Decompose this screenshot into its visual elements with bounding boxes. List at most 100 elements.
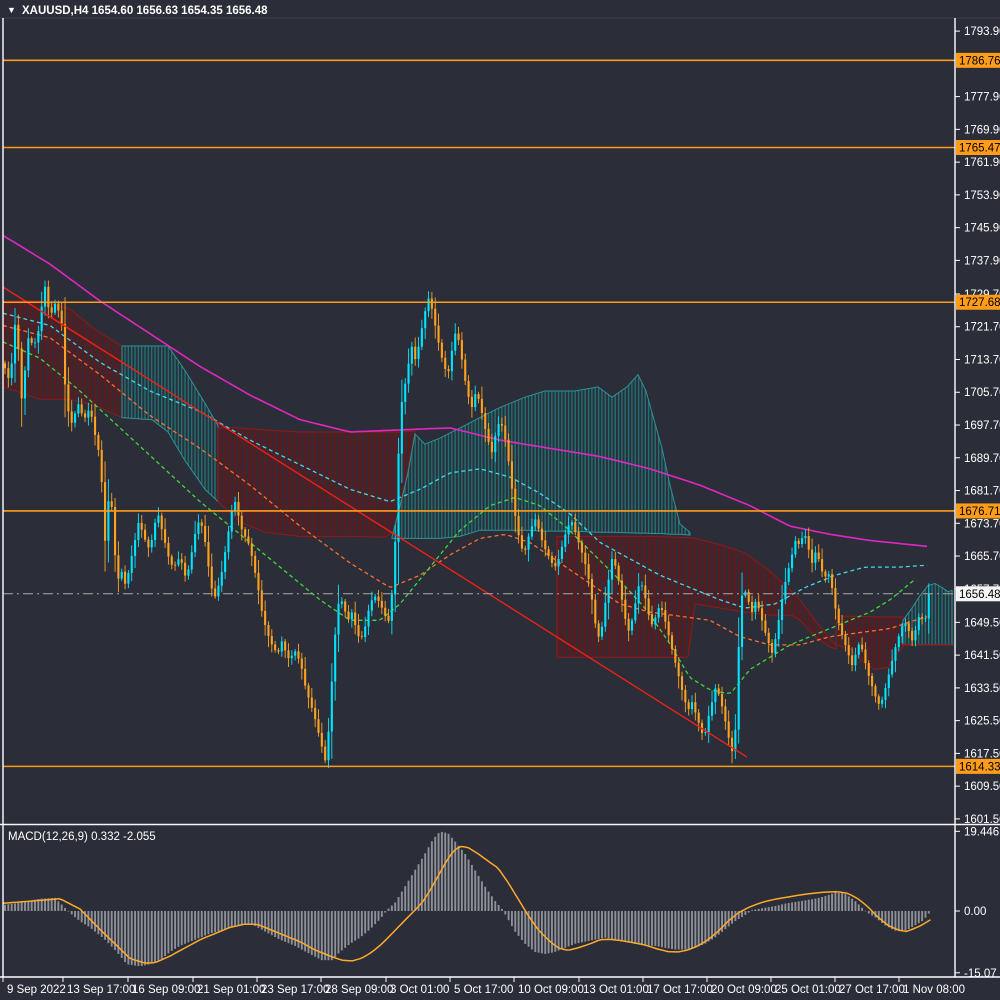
macd-bar <box>761 908 763 912</box>
macd-bar <box>224 911 227 930</box>
price-tick-label: 1649.50 <box>964 617 1000 629</box>
macd-bar <box>834 892 837 912</box>
macd-bar <box>324 911 327 961</box>
symbol-dropdown-icon[interactable]: ▼ <box>7 5 16 15</box>
time-tick-label: 13 Oct 01:00 <box>583 984 649 996</box>
macd-bar <box>257 911 260 928</box>
macd-bar <box>684 911 687 950</box>
macd-bar <box>30 900 33 912</box>
candle-body <box>37 331 40 343</box>
macd-bar <box>841 893 844 912</box>
candle-body <box>887 674 890 689</box>
macd-bar <box>290 911 293 945</box>
price-tick-label: 1769.90 <box>964 124 1000 136</box>
macd-bar <box>544 911 547 954</box>
candle-body <box>657 608 660 618</box>
candle-body <box>130 555 133 573</box>
candle-body <box>917 617 920 631</box>
macd-bar <box>437 833 440 912</box>
macd-bar <box>604 911 607 938</box>
macd-bar <box>764 907 767 912</box>
macd-bar <box>370 911 373 928</box>
macd-bar <box>147 911 150 965</box>
candle-body <box>624 599 627 619</box>
macd-bar <box>847 896 850 912</box>
descending-trendline <box>3 286 748 758</box>
macd-bar <box>894 911 897 931</box>
macd-bar <box>157 911 160 961</box>
candle-body <box>164 529 167 543</box>
candle-body <box>127 572 130 584</box>
macd-bar <box>127 911 130 965</box>
candle-body <box>10 363 13 378</box>
macd-bar <box>374 911 377 925</box>
candle-body <box>13 324 17 364</box>
candle-body <box>284 641 287 651</box>
macd-bar <box>691 911 693 949</box>
macd-bar <box>644 911 647 946</box>
candle-body <box>847 645 850 656</box>
macd-bar <box>550 911 553 953</box>
candle-body <box>330 681 333 732</box>
candle-body <box>897 636 900 648</box>
candle-body <box>354 612 357 626</box>
candle-body <box>517 515 520 536</box>
candle-body <box>204 525 207 543</box>
macd-bar <box>447 833 450 912</box>
candle-body <box>180 559 183 563</box>
macd-bar <box>520 911 523 941</box>
candle-body <box>347 611 350 620</box>
macd-bar <box>194 911 197 940</box>
macd-bar <box>881 911 884 923</box>
macd-bar <box>784 903 787 912</box>
macd-bar <box>340 911 343 951</box>
candle-body <box>737 646 740 730</box>
macd-bar <box>234 911 237 927</box>
candle-body <box>904 623 907 627</box>
level-price-badge-bg <box>956 758 1000 774</box>
macd-bar <box>494 901 497 912</box>
macd-bar <box>110 911 113 947</box>
candle-body <box>120 571 123 579</box>
candle-body <box>547 549 550 557</box>
macd-bar <box>27 901 30 912</box>
macd-bar <box>117 911 120 955</box>
price-tick-label: 1745.90 <box>964 223 1000 235</box>
macd-bar <box>867 911 870 914</box>
macd-bar <box>677 911 680 950</box>
macd-bar <box>567 911 570 947</box>
candle-body <box>747 591 750 603</box>
macd-bar <box>100 911 103 938</box>
macd-bar <box>170 911 173 951</box>
macd-bar <box>791 902 794 912</box>
macd-bar <box>167 911 170 954</box>
candle-body <box>854 654 857 666</box>
time-tick-label: 27 Oct 17:00 <box>839 984 905 996</box>
candle-body <box>177 559 180 565</box>
candle-body <box>230 511 233 532</box>
candle-body <box>891 660 894 675</box>
candle-body <box>43 286 47 307</box>
candle-body <box>184 562 187 576</box>
macd-bar <box>504 911 507 915</box>
macd-bar <box>631 911 633 944</box>
macd-bar <box>20 902 23 912</box>
candle-body <box>824 571 827 577</box>
macd-bar <box>724 911 727 930</box>
macd-bar <box>330 911 333 961</box>
macd-bar <box>270 911 273 936</box>
macd-bar <box>87 911 90 927</box>
candle-body <box>334 634 337 682</box>
cloud-red-2-area <box>217 427 416 538</box>
macd-bar <box>577 911 580 944</box>
ma-orange-dashed <box>3 324 928 646</box>
candle-body <box>690 702 694 710</box>
cloud-red-3 <box>556 535 837 658</box>
macd-bar <box>360 911 363 937</box>
macd-bar <box>907 911 910 929</box>
price-tick-label: 1641.50 <box>964 650 1000 662</box>
macd-bar <box>434 836 437 912</box>
candle-body <box>760 608 764 621</box>
candle-body <box>93 416 97 435</box>
macd-bar <box>794 901 797 912</box>
